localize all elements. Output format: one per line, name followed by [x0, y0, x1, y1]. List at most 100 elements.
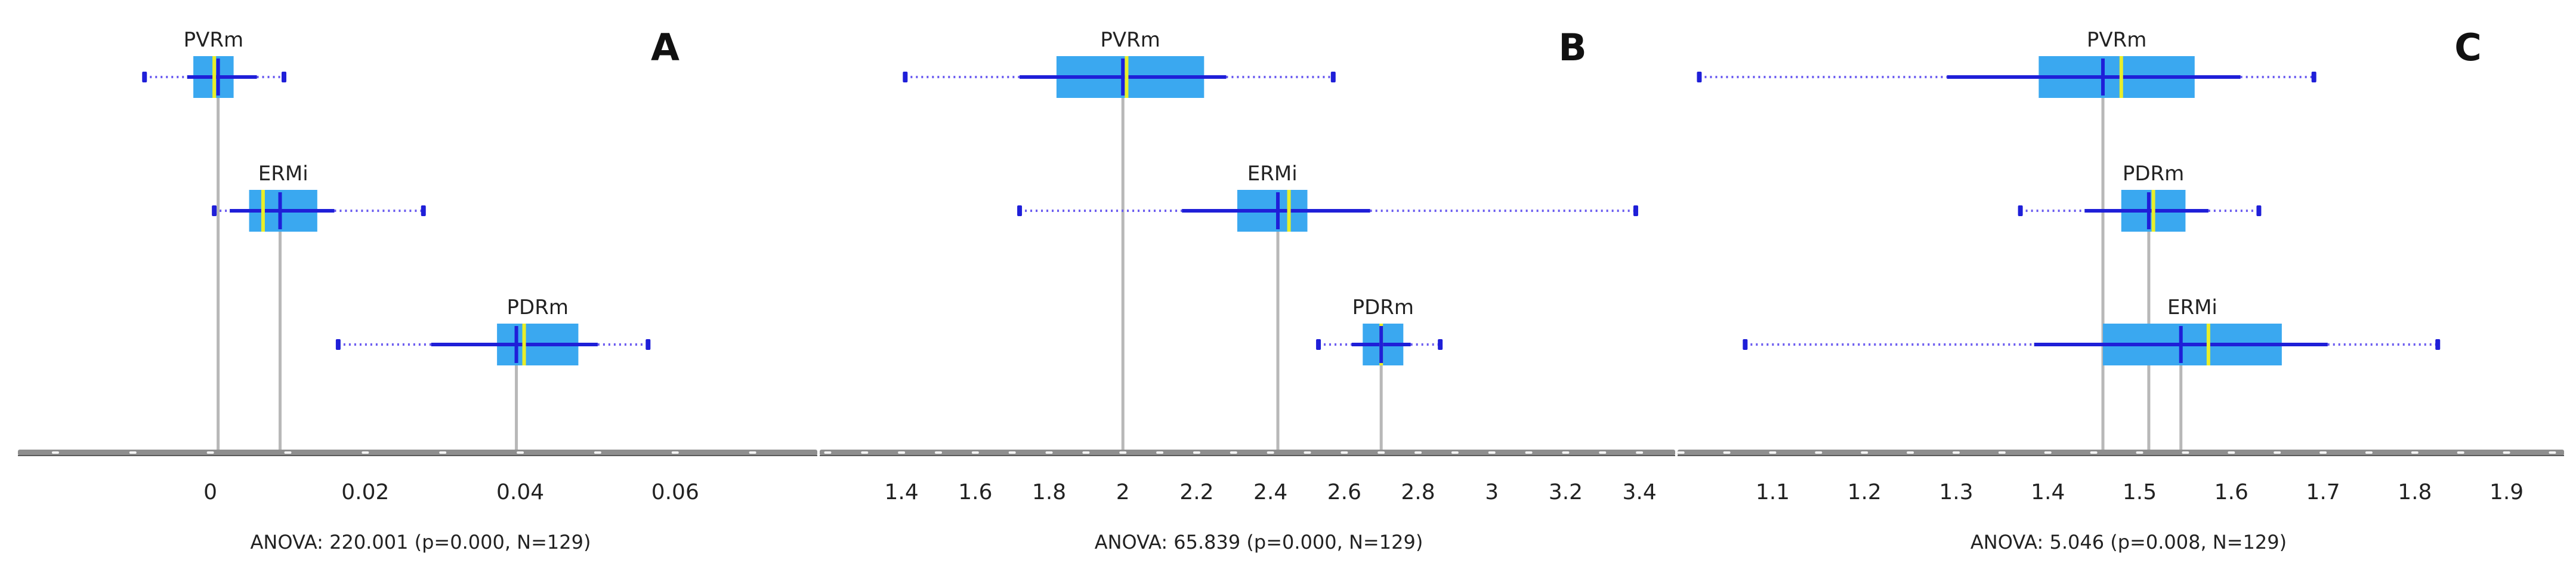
group-label: PVRm: [1100, 28, 1160, 52]
axis-minor-tick: [284, 451, 292, 454]
axis-minor-tick: [2503, 451, 2510, 454]
axis-minor-tick: [517, 451, 524, 454]
max-cap: [645, 339, 651, 350]
boxplot-pdrm: PDRm: [2018, 162, 2262, 232]
axis-minor-tick: [824, 451, 832, 454]
axis-minor-tick: [1340, 451, 1348, 454]
x-tick-label: 0.04: [496, 480, 544, 505]
axis-minor-tick: [1488, 451, 1496, 454]
axis-minor-tick: [2090, 451, 2098, 454]
axis-minor-tick: [1861, 451, 1868, 454]
min-cap: [1017, 205, 1023, 216]
boxplot-pvrm: PVRm: [1697, 28, 2316, 98]
x-tick-label: 0: [203, 480, 217, 505]
max-cap: [1330, 72, 1336, 82]
max-cap: [421, 205, 426, 216]
x-tick-label: 1.6: [958, 480, 992, 505]
min-cap: [1743, 339, 1748, 350]
axis-minor-tick: [1525, 451, 1533, 454]
axis-minor-tick: [1952, 451, 1960, 454]
max-cap: [282, 72, 286, 82]
panel-c: C 1.1 1.2 1.3 1.4 1.5 1.6 1.7 1.8 1.9 PVRm PDRm ERM…: [1677, 26, 2564, 553]
axis-minor-tick: [2549, 451, 2556, 454]
min-cap: [212, 205, 217, 216]
axis-minor-tick: [1451, 451, 1459, 454]
axis-minor-tick: [1304, 451, 1311, 454]
axis-minor-tick: [2411, 451, 2419, 454]
axis-minor-tick: [1769, 451, 1777, 454]
panel-b-plot: 1.4 1.6 1.8 2 2.2 2.4 2.6 2.8 3 3.2 3.4 PVRm ERMi PDR…: [820, 28, 1675, 505]
axis-minor-tick: [1562, 451, 1570, 454]
axis-minor-tick: [129, 451, 137, 454]
group-label: ERMi: [2167, 296, 2217, 319]
axis-minor-tick: [1045, 451, 1053, 454]
axis-minor-tick: [1156, 451, 1164, 454]
axis-minor-tick: [2182, 451, 2189, 454]
panel-a-anova-footer: ANOVA: 220.001 (p=0.000, N=129): [251, 531, 591, 553]
x-axis-line: [1678, 450, 2564, 456]
x-tick-label: 1.9: [2489, 480, 2524, 505]
axis-minor-tick: [1723, 451, 1731, 454]
axis-minor-tick: [1636, 451, 1644, 454]
x-tick-label: 1.7: [2306, 480, 2340, 505]
panel-a: A 0 0.02 0.04 0.06 PVRm ERMi PDRm ANOVA: 220.0…: [18, 26, 817, 553]
x-tick-label: 2.4: [1253, 480, 1287, 505]
x-tick-label: 1.4: [2031, 480, 2065, 505]
group-label: PDRm: [1352, 296, 1414, 319]
x-tick-label: 1.1: [1756, 480, 1790, 505]
axis-minor-tick: [861, 451, 869, 454]
max-cap: [2256, 205, 2262, 216]
axis-minor-tick: [671, 451, 679, 454]
axis-minor-tick: [1677, 451, 1685, 454]
max-cap: [1633, 205, 1638, 216]
x-tick-label: 2.6: [1327, 480, 1361, 505]
x-tick-label: 3.2: [1549, 480, 1583, 505]
x-tick-label: 2.8: [1401, 480, 1435, 505]
boxplot-ermi: ERMi: [1743, 296, 2441, 365]
axis-minor-tick: [971, 451, 979, 454]
x-tick-label: 1.3: [1939, 480, 1973, 505]
x-tick-label: 1.2: [1848, 480, 1882, 505]
axis-minor-tick: [2457, 451, 2464, 454]
group-label: PDRm: [507, 296, 569, 319]
axis-minor-tick: [1230, 451, 1237, 454]
min-cap: [1697, 72, 1702, 82]
axis-minor-tick: [51, 451, 59, 454]
axis-minor-tick: [2319, 451, 2327, 454]
max-cap: [1438, 339, 1443, 350]
boxplot-pvrm: PVRm: [903, 28, 1336, 98]
boxplot-ermi: ERMi: [212, 162, 426, 232]
x-tick-label: 2.2: [1179, 480, 1213, 505]
x-tick-label: 0.02: [341, 480, 389, 505]
max-cap: [2435, 339, 2441, 350]
x-tick-label: 1.8: [1032, 480, 1066, 505]
x-tick-label: 3.4: [1623, 480, 1657, 505]
group-label: ERMi: [258, 162, 308, 186]
x-tick-label: 1.5: [2123, 480, 2157, 505]
x-tick-label: 2: [1116, 480, 1130, 505]
x-tick-label: 1.6: [2214, 480, 2248, 505]
min-cap: [2018, 205, 2023, 216]
x-axis-line: [820, 450, 1675, 456]
axis-minor-tick: [1815, 451, 1823, 454]
panel-b: B 1.4 1.6 1.8 2 2.2 2.4 2.6 2.8 3 3.2 3.4 PVRm ERMi P…: [820, 26, 1675, 553]
boxplot-ermi: ERMi: [1017, 162, 1638, 232]
panel-c-anova-footer: ANOVA: 5.046 (p=0.008, N=129): [1970, 531, 2287, 553]
axis-minor-tick: [1599, 451, 1607, 454]
group-label: ERMi: [1247, 162, 1298, 186]
panel-a-plot: 0 0.02 0.04 0.06 PVRm ERMi PDRm: [18, 28, 817, 505]
axis-minor-tick: [2136, 451, 2143, 454]
axis-minor-tick: [2274, 451, 2281, 454]
panel-b-anova-footer: ANOVA: 65.839 (p=0.000, N=129): [1095, 531, 1423, 553]
group-label: PDRm: [2123, 162, 2184, 186]
min-cap: [903, 72, 908, 82]
axis-minor-tick: [1008, 451, 1016, 454]
boxplot-pvrm: PVRm: [142, 28, 286, 98]
min-cap: [335, 339, 341, 350]
axis-minor-tick: [206, 451, 214, 454]
min-cap: [142, 72, 147, 82]
axis-minor-tick: [749, 451, 756, 454]
panel-b-label: B: [1558, 26, 1586, 69]
x-tick-label: 1.4: [885, 480, 919, 505]
